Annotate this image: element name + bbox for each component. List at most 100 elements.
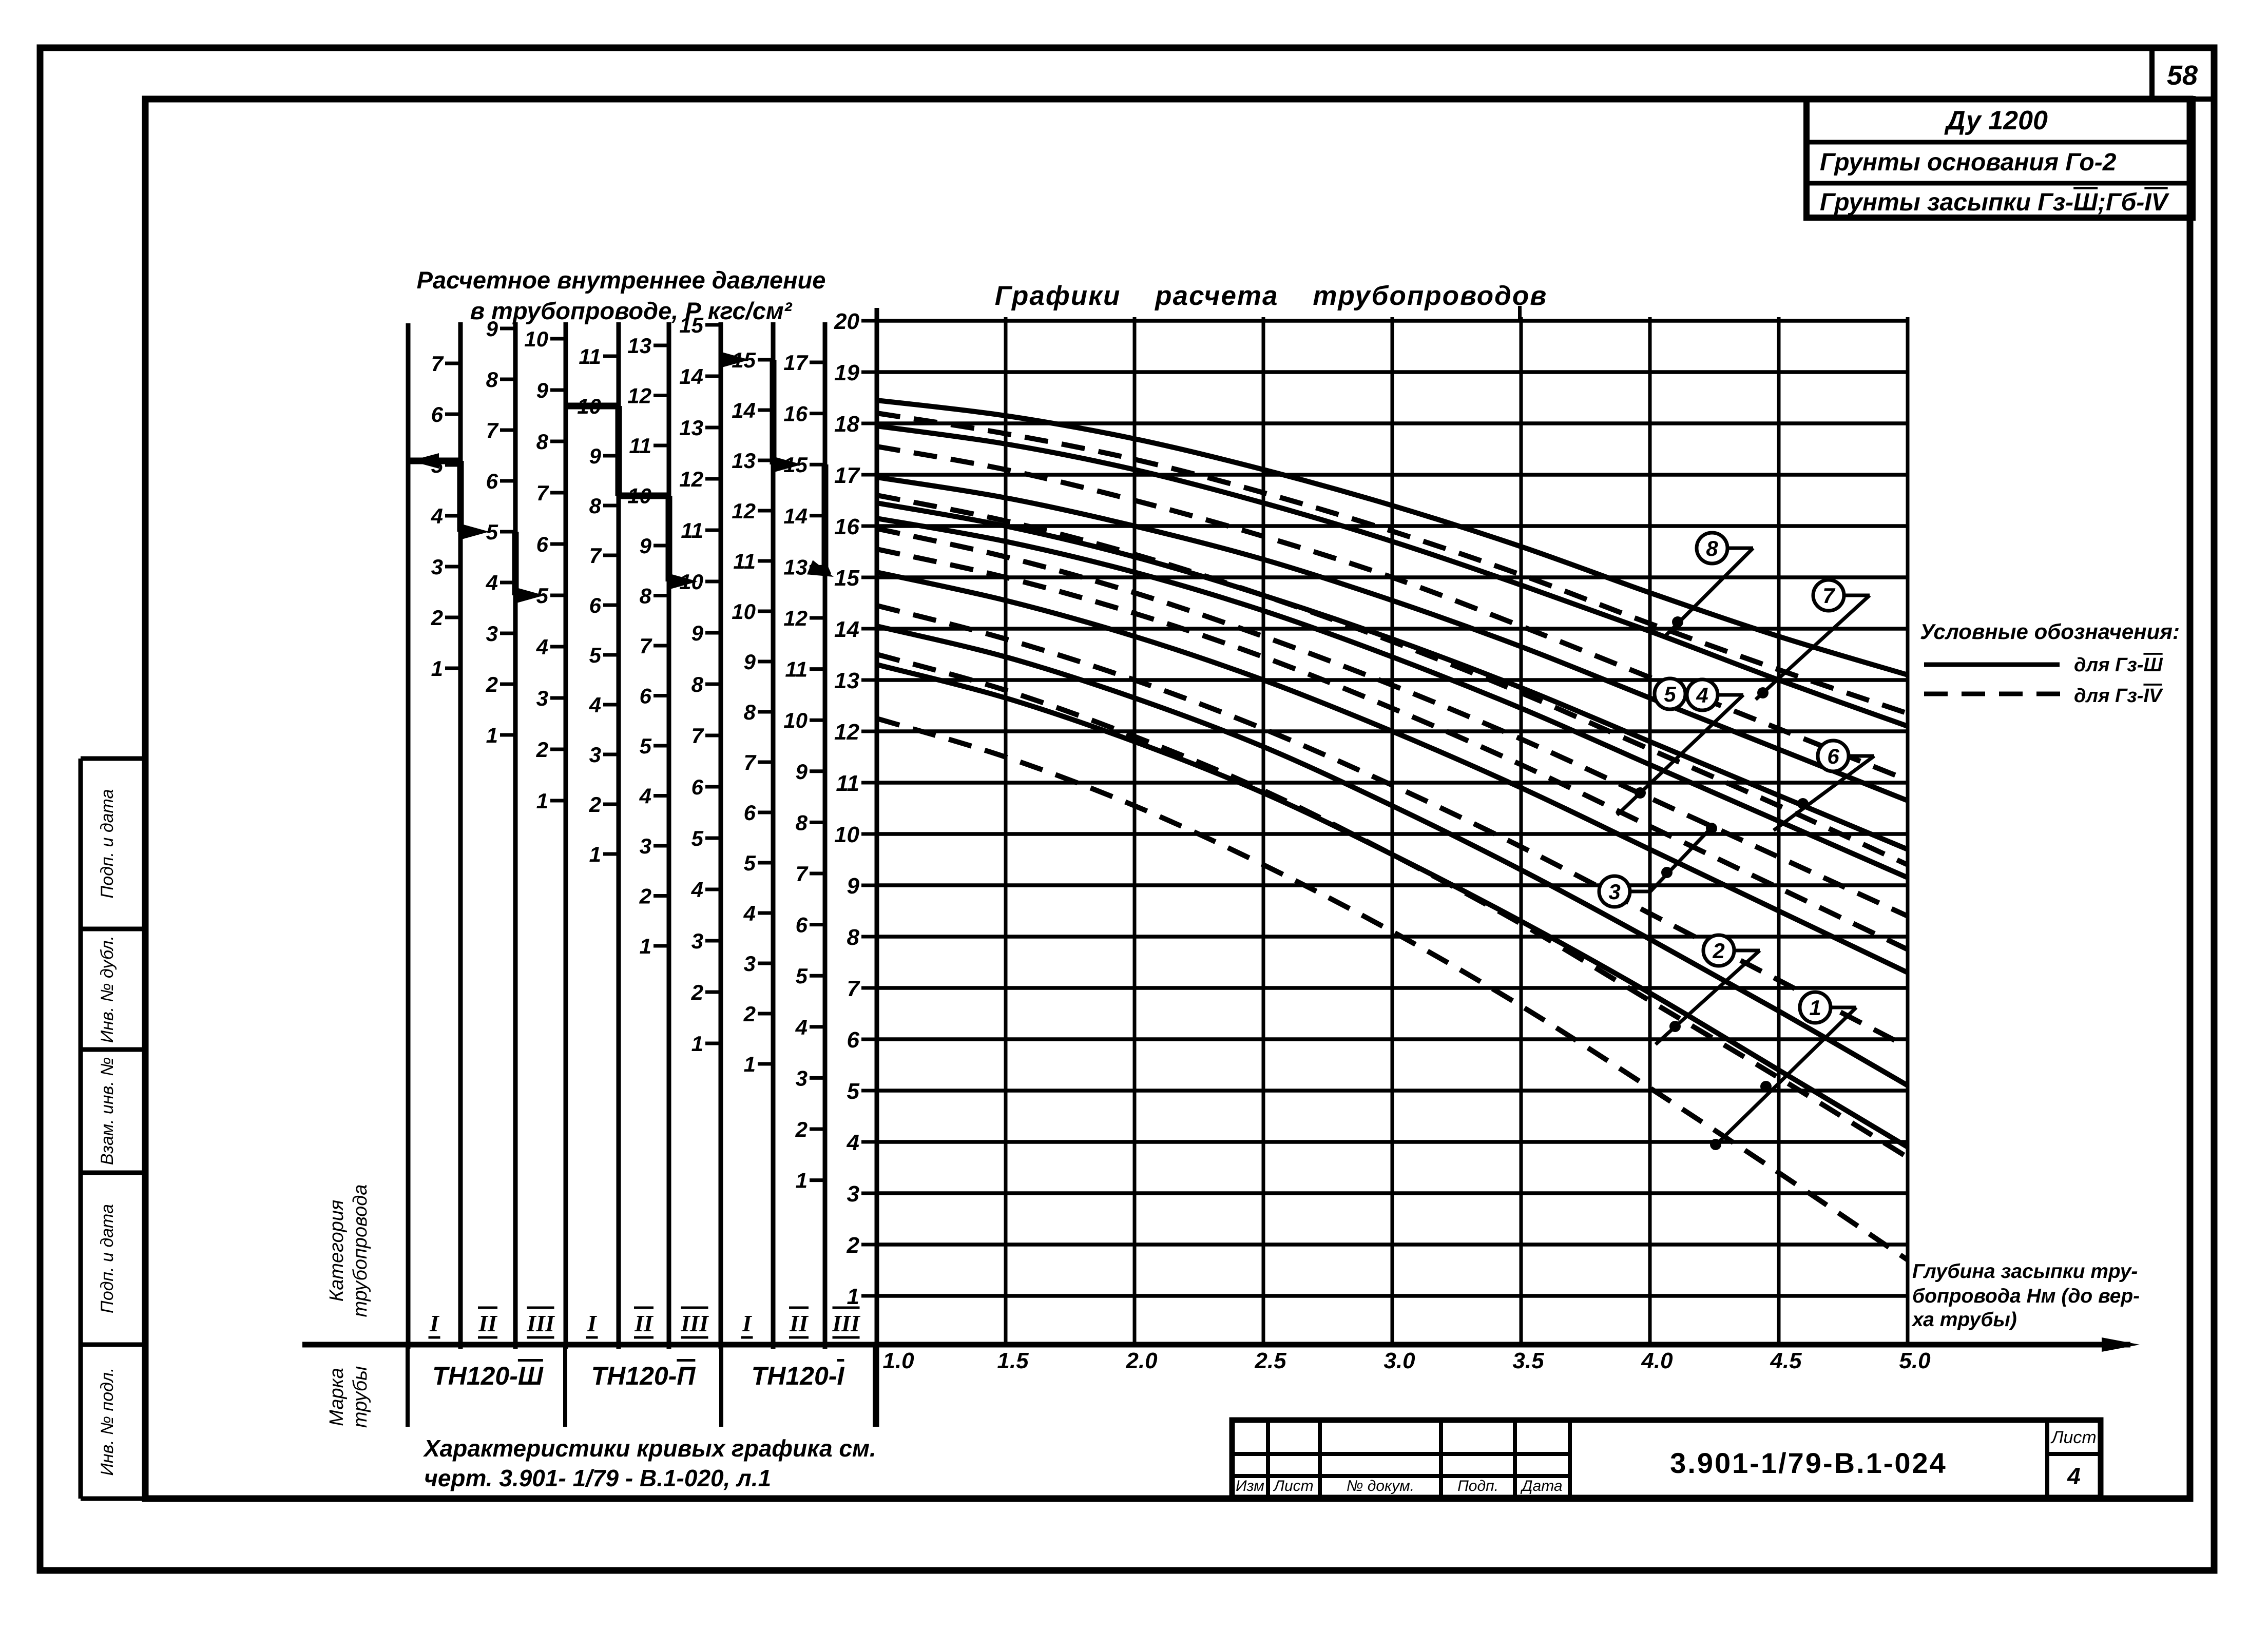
svg-text:3.5: 3.5 [1512,1348,1544,1373]
svg-text:8: 8 [796,810,808,834]
svg-text:2: 2 [691,980,703,1004]
svg-text:8: 8 [691,672,704,696]
svg-text:1: 1 [431,656,443,681]
svg-text:3: 3 [744,952,756,976]
svg-text:Инв. № подл.: Инв. № подл. [98,1368,117,1476]
svg-text:I: I [742,1310,753,1336]
svg-text:9: 9 [847,873,860,899]
svg-text:2: 2 [486,672,498,696]
svg-text:9: 9 [640,534,652,558]
svg-text:7: 7 [744,750,757,774]
svg-text:2: 2 [847,1233,860,1258]
svg-text:6: 6 [589,593,602,617]
svg-text:11: 11 [785,657,808,682]
svg-text:3: 3 [847,1181,859,1207]
svg-text:10: 10 [783,708,808,732]
svg-text:8: 8 [847,925,860,950]
svg-text:1: 1 [486,723,498,747]
svg-text:16: 16 [834,514,859,539]
svg-text:19: 19 [834,360,859,385]
svg-text:4: 4 [639,784,651,808]
svg-text:6: 6 [1827,744,1839,768]
svg-text:Подп.: Подп. [1457,1478,1498,1494]
svg-text:2.5: 2.5 [1254,1348,1286,1373]
svg-text:7: 7 [796,862,809,886]
svg-text:III: III [526,1310,555,1336]
svg-text:Взам. инв. №: Взам. инв. № [98,1057,117,1165]
svg-text:Подп. и дата: Подп. и дата [98,789,117,899]
svg-text:6: 6 [744,801,756,825]
svg-text:1: 1 [796,1169,808,1193]
svg-text:6: 6 [640,684,652,708]
svg-text:4: 4 [1696,683,1708,707]
svg-text:1: 1 [847,1284,859,1309]
svg-text:5: 5 [691,826,704,850]
svg-text:9: 9 [536,378,549,402]
svg-text:в трубопроводе, Р кгс/см²: в трубопроводе, Р кгс/см² [470,297,793,324]
svg-text:16: 16 [783,402,808,426]
svg-text:3: 3 [589,743,601,767]
svg-text:4: 4 [589,693,601,717]
svg-text:7: 7 [640,634,652,658]
svg-text:15: 15 [679,313,703,337]
svg-text:12: 12 [732,499,756,523]
svg-text:трубопровода: трубопровода [350,1185,371,1317]
svg-text:3: 3 [1608,880,1620,904]
svg-text:Грунты основания Го-2: Грунты основания Го-2 [1820,149,2117,176]
svg-text:Лист: Лист [2050,1428,2097,1447]
svg-text:13: 13 [627,334,651,358]
svg-text:2: 2 [743,1002,756,1026]
svg-text:2.0: 2.0 [1125,1348,1158,1373]
svg-text:58: 58 [2167,60,2198,91]
svg-text:Характеристики кривых график: Характеристики кривых графика см. [422,1435,876,1462]
svg-text:Изм: Изм [1236,1478,1264,1494]
svg-text:Расчетное внутреннее давлени: Расчетное внутреннее давление [417,266,826,294]
svg-text:11: 11 [836,771,859,796]
svg-text:III: III [680,1310,709,1336]
svg-text:ТН120-П: ТН120-П [591,1362,696,1390]
svg-text:8: 8 [486,367,498,392]
svg-text:4: 4 [691,878,703,902]
svg-text:4: 4 [847,1130,859,1155]
svg-text:1: 1 [691,1032,703,1056]
svg-text:6: 6 [486,469,498,493]
svg-text:10: 10 [834,822,859,847]
svg-text:7: 7 [431,352,444,376]
svg-text:II: II [789,1310,809,1336]
svg-text:1: 1 [1809,996,1821,1020]
svg-text:1: 1 [744,1052,756,1076]
svg-text:5: 5 [640,734,652,758]
svg-text:12: 12 [679,467,703,491]
svg-text:6: 6 [431,402,444,426]
svg-text:4.5: 4.5 [1770,1348,1802,1373]
svg-text:13: 13 [732,449,756,473]
svg-text:17: 17 [834,463,860,488]
svg-text:№ докум.: № докум. [1347,1478,1414,1494]
svg-text:Марка: Марка [326,1368,348,1426]
svg-text:II: II [634,1310,654,1336]
svg-text:7: 7 [691,724,704,748]
svg-text:3: 3 [486,622,498,646]
svg-text:Ду 1200: Ду 1200 [1944,106,2048,135]
svg-text:1: 1 [589,842,601,866]
svg-text:8: 8 [640,584,652,608]
svg-text:Графики расчета трубопро: Графики расчета трубопроводов [995,281,1547,311]
svg-text:Грунты засыпки Гз-Ш;Гб-I: Грунты засыпки Гз-Ш;Гб-IV [1820,189,2170,216]
svg-text:7: 7 [486,418,499,442]
svg-text:Лист: Лист [1273,1478,1313,1494]
svg-text:6: 6 [691,775,704,799]
svg-text:I: I [429,1310,440,1336]
svg-text:ТН120-I: ТН120-I [752,1362,845,1390]
svg-text:5: 5 [744,851,756,875]
svg-text:7: 7 [847,976,861,1001]
svg-text:9: 9 [744,650,756,674]
svg-text:1: 1 [536,789,548,813]
svg-text:3: 3 [796,1066,808,1090]
svg-text:4: 4 [2067,1463,2081,1489]
svg-text:3.0: 3.0 [1383,1348,1415,1373]
svg-text:11: 11 [733,549,756,573]
svg-text:2: 2 [795,1117,808,1141]
svg-text:Глубина засыпки тру-: Глубина засыпки тру- [1912,1260,2138,1283]
svg-text:6: 6 [536,532,549,556]
svg-text:3.901-1/79-В.1-024: 3.901-1/79-В.1-024 [1670,1447,1947,1479]
